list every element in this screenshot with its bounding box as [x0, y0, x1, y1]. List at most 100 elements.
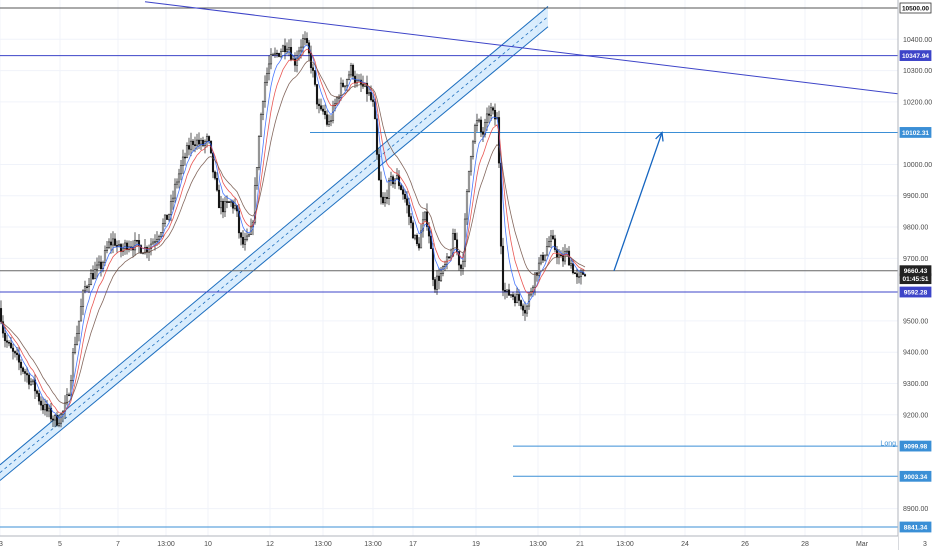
candle-body — [505, 289, 509, 292]
candle-body — [379, 179, 383, 198]
candle-body — [217, 189, 221, 209]
projection-arrow-head — [655, 131, 664, 142]
price-tag-label[interactable]: 9592.28 — [904, 290, 928, 297]
candle-body — [79, 306, 83, 322]
candle-body — [157, 236, 161, 240]
date-tick-label: 3 — [0, 541, 3, 548]
candle-body — [85, 286, 89, 288]
horizontal-levels[interactable] — [0, 7, 898, 528]
candle-body — [515, 294, 519, 304]
projection-arrow[interactable] — [613, 131, 664, 272]
candle-body — [509, 294, 513, 296]
candle-body — [343, 85, 347, 88]
candle-body — [517, 294, 521, 301]
price-tick-label: 10000.00 — [903, 162, 932, 169]
candle-body — [31, 379, 35, 383]
candle-body — [319, 105, 323, 110]
price-tag-label[interactable]: 9099.98 — [904, 444, 928, 451]
candle-body — [367, 92, 371, 95]
candle-body — [405, 198, 409, 206]
price-tag-label[interactable]: 9660.43 — [904, 268, 928, 275]
moving-average-line — [0, 44, 586, 419]
candle-body — [151, 241, 155, 245]
date-tick-label: 12 — [266, 541, 274, 548]
candle-body — [227, 201, 231, 203]
candle-body — [161, 222, 165, 233]
candle-body — [111, 238, 115, 246]
candle-body — [9, 342, 13, 349]
candle-body — [461, 260, 465, 269]
moving-average-line — [0, 60, 586, 404]
channel-upper-edge[interactable] — [0, 6, 549, 466]
candle-body — [411, 222, 415, 239]
candle-body — [501, 245, 505, 291]
candle-body — [537, 262, 541, 276]
candle-body — [175, 181, 179, 185]
candle-body — [225, 201, 229, 203]
date-tick-label: 28 — [801, 541, 809, 548]
candle-body — [523, 309, 527, 314]
candle-body — [29, 381, 33, 385]
candle-body — [423, 211, 427, 221]
candle-body — [159, 232, 163, 237]
candle-body — [117, 244, 121, 247]
candle-body — [335, 97, 339, 104]
price-axis[interactable]: 10400.00 10300.00 10200.00 10000.00 9900.00 9… — [897, 0, 932, 550]
candle-body — [445, 256, 449, 265]
date-axis[interactable]: 3 5 7 13:00 10 12 13:00 13:00 17 19 13:00 21 13:00 24… — [0, 535, 927, 550]
candle-body — [77, 320, 81, 334]
candle-body — [437, 275, 441, 281]
descending-trendline[interactable] — [144, 1, 901, 95]
price-tag-label[interactable]: 9003.34 — [904, 474, 928, 481]
price-tick-label: 9200.00 — [903, 412, 928, 419]
moving-averages — [0, 44, 586, 419]
price-tag-label[interactable]: 10102.31 — [902, 130, 929, 137]
candle-body — [447, 256, 451, 259]
candle-body — [393, 178, 397, 185]
candle-body — [239, 232, 243, 238]
candle-body — [573, 272, 577, 275]
candle-body — [491, 107, 495, 111]
candle-body — [43, 404, 47, 411]
candle-body — [479, 119, 483, 133]
ascending-channel[interactable] — [0, 6, 549, 481]
candle-body — [487, 113, 491, 116]
candle-body — [153, 241, 157, 243]
candle-body — [87, 284, 91, 288]
candle-body — [47, 407, 51, 412]
price-tag-label[interactable]: 10500.00 — [902, 6, 929, 13]
price-tag-label[interactable]: 8841.34 — [904, 525, 928, 532]
candle-body — [167, 214, 171, 220]
candle-body — [179, 165, 183, 175]
candle-body — [155, 238, 159, 242]
candle-body — [19, 361, 23, 369]
candle-body — [521, 305, 525, 311]
price-tag-label[interactable]: 01:45:51 — [902, 276, 928, 283]
candle-body — [189, 140, 193, 150]
candle-body — [583, 274, 587, 277]
candle-body — [443, 264, 447, 267]
candle-body — [467, 170, 471, 192]
candle-body — [237, 210, 241, 234]
candle-body — [493, 109, 497, 120]
candle-body — [299, 46, 303, 52]
candle-body — [303, 38, 307, 40]
candle-body — [207, 136, 211, 142]
candle-body — [279, 51, 283, 57]
candle-body — [191, 140, 195, 145]
projection-arrow-shaft[interactable] — [613, 132, 663, 272]
candle-body — [327, 120, 331, 125]
channel-lower-edge[interactable] — [0, 26, 549, 481]
candle-body — [269, 54, 273, 65]
candle-body — [83, 286, 87, 292]
date-tick-label: 13:00 — [616, 541, 634, 548]
candle-body — [285, 48, 289, 53]
trendline[interactable] — [144, 1, 901, 95]
candle-body — [351, 65, 355, 77]
price-tag-label[interactable]: 10347.94 — [902, 53, 929, 60]
candle-body — [137, 240, 141, 246]
candle-body — [243, 239, 247, 245]
price-tag-box — [899, 2, 932, 14]
